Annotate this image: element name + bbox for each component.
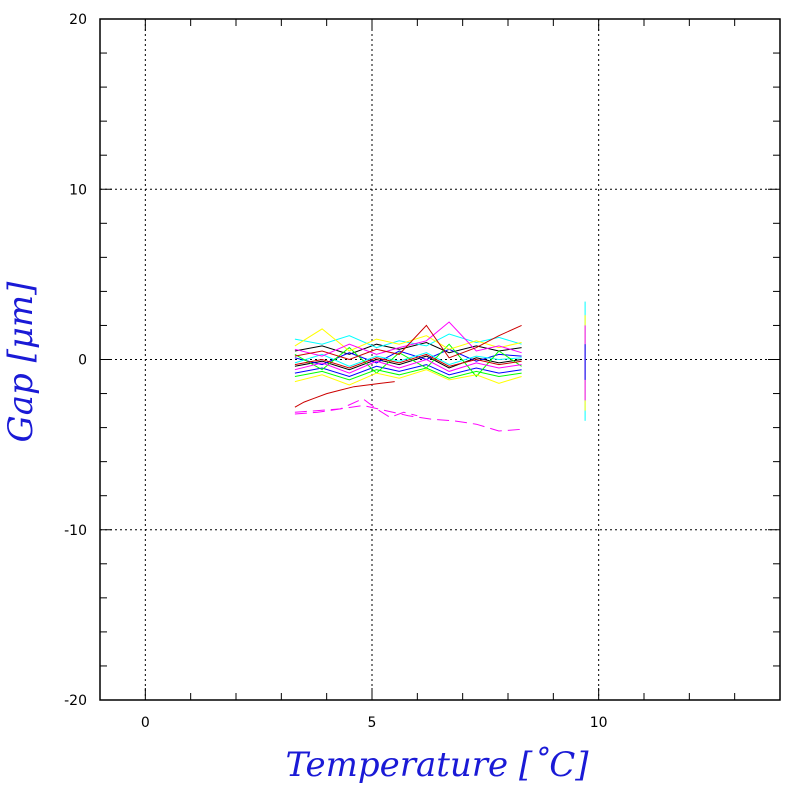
y-tick-label: 0	[78, 353, 87, 369]
labels-layer: 0 5 10 20 10 0 -10 -20	[64, 12, 607, 731]
series-line-16	[294, 398, 418, 418]
y-tick-label: -10	[64, 523, 87, 539]
x-tick-label: 10	[590, 715, 608, 731]
x-axis-title: Temperature [˚C]	[285, 745, 589, 785]
series-line-13	[294, 353, 522, 369]
y-tick-label: 10	[69, 182, 87, 198]
series-line-10	[294, 321, 522, 357]
axes-layer	[99, 18, 781, 701]
series-line-5	[294, 352, 522, 367]
y-tick-label: 20	[69, 12, 87, 28]
series-line-3	[294, 364, 522, 378]
series-line-9	[294, 369, 522, 386]
series-line-6	[294, 343, 522, 378]
y-tick-label: -20	[64, 693, 87, 709]
series-line-12	[294, 324, 522, 361]
series-line-7	[294, 367, 522, 381]
series-layer	[294, 301, 586, 432]
series-line-14	[294, 381, 395, 408]
x-tick-label: 0	[141, 715, 150, 731]
series-line-11	[294, 358, 522, 374]
x-tick-label: 5	[368, 715, 377, 731]
y-axis-title: Gap [μm]	[1, 281, 41, 443]
series-line-15	[294, 404, 522, 432]
